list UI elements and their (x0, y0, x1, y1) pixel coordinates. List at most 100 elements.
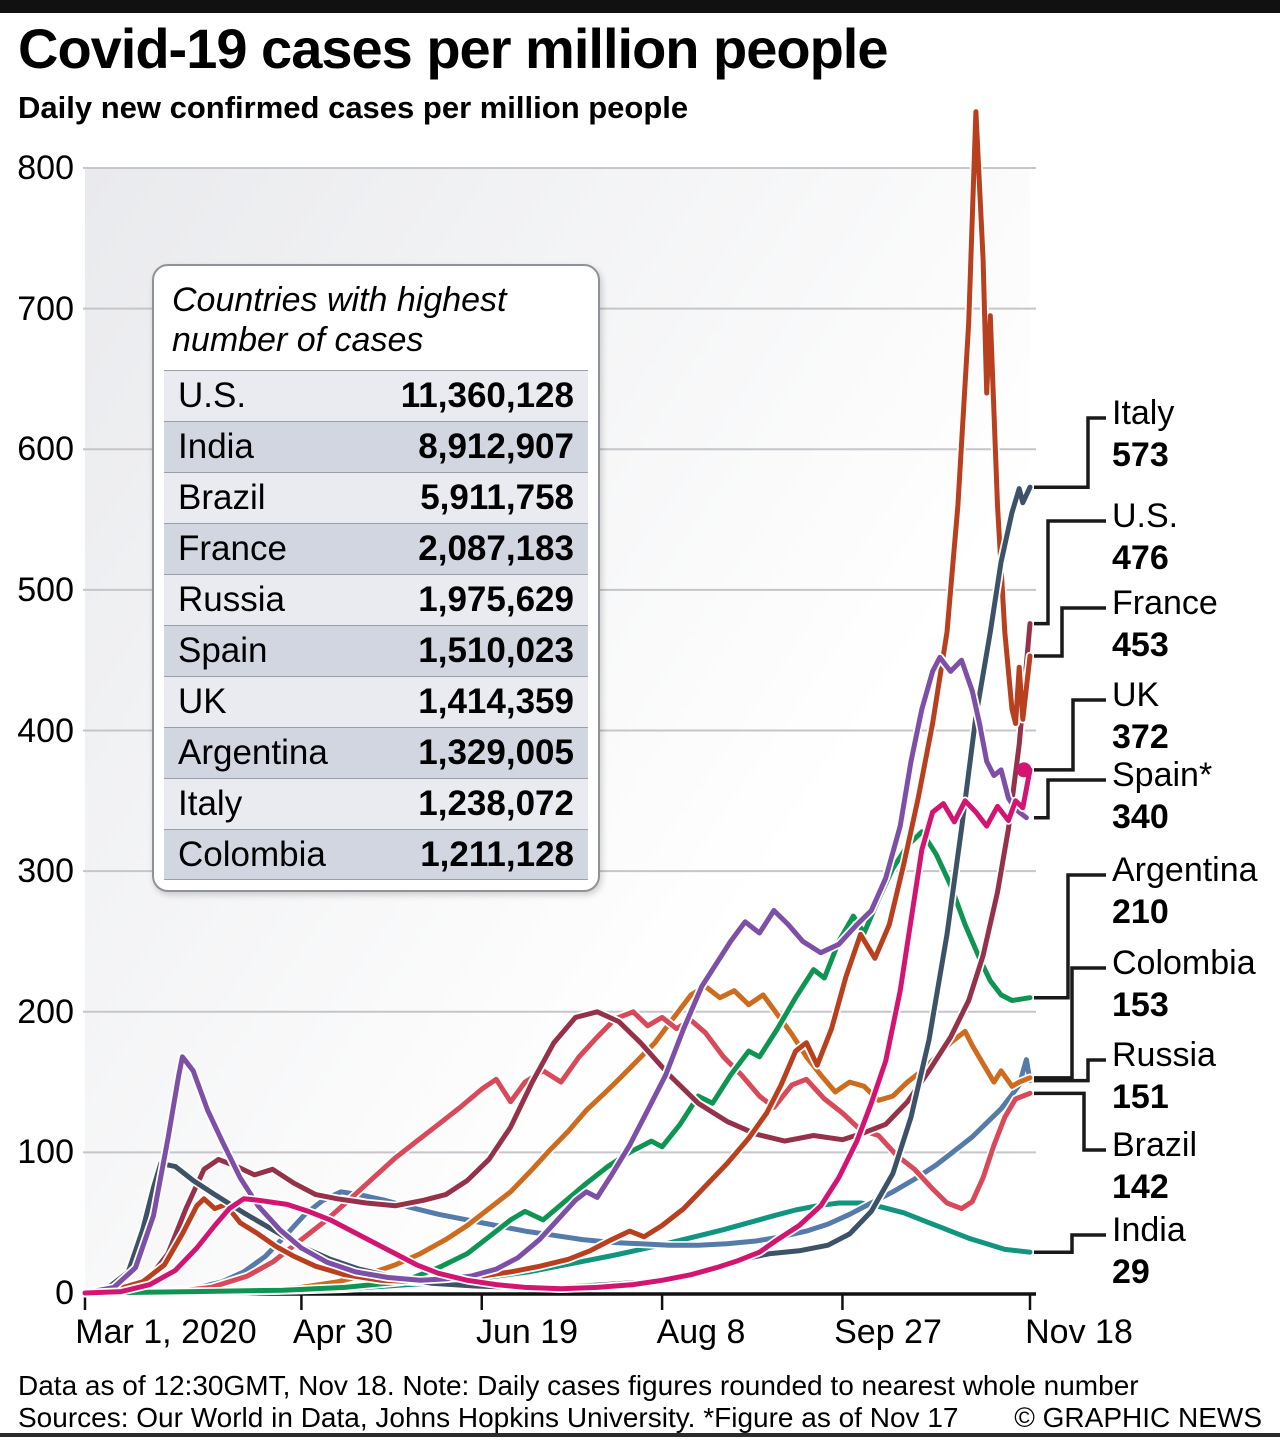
table-row: UK 1,414,359 (164, 676, 588, 727)
end-label-country: Italy (1112, 394, 1175, 432)
end-label-value: 142 (1112, 1168, 1169, 1206)
footer-sources: Sources: Our World in Data, Johns Hopkin… (18, 1402, 959, 1433)
connector-UK (1034, 698, 1106, 772)
table-country: Russia (178, 580, 285, 619)
table-row: Russia 1,975,629 (164, 574, 588, 625)
end-label-U.S.: U.S. 476 (1112, 495, 1178, 579)
table-country: Spain (178, 631, 268, 670)
end-label-country: U.S. (1112, 497, 1179, 535)
table-row: Italy 1,238,072 (164, 778, 588, 829)
x-tick-label: Apr 30 (292, 1313, 394, 1351)
table-row: Brazil 5,911,758 (164, 472, 588, 523)
end-label-value: 210 (1112, 893, 1169, 931)
connector-Brazil (1034, 1091, 1106, 1152)
end-label-value: 151 (1112, 1078, 1169, 1116)
connector-Spain* (1034, 778, 1106, 820)
end-label-Colombia: Colombia 153 (1112, 942, 1256, 1026)
end-label-value: 153 (1112, 986, 1169, 1024)
end-label-Brazil: Brazil 142 (1112, 1124, 1197, 1208)
table-cases: 8,912,907 (418, 427, 574, 466)
x-tick-label: Jun 19 (475, 1313, 579, 1351)
connector-Argentina (1034, 873, 1106, 1000)
table-country: UK (178, 682, 227, 721)
end-label-value: 476 (1112, 539, 1169, 577)
end-label-value: 372 (1112, 718, 1169, 756)
connector-India (1034, 1233, 1106, 1254)
end-label-country: Argentina (1112, 851, 1258, 889)
y-tick-label-200: 200 (17, 992, 74, 1031)
end-label-value: 573 (1112, 436, 1169, 474)
series-line-Colombia (82, 983, 1033, 1296)
x-tick-label: Mar 1, 2020 (75, 1313, 257, 1351)
end-label-country: Brazil (1112, 1126, 1198, 1164)
footer-note: Data as of 12:30GMT, Nov 18. Note: Daily… (18, 1370, 1139, 1401)
table-cases: 2,087,183 (418, 529, 574, 568)
end-label-country: Russia (1112, 1036, 1216, 1074)
end-label-country: Spain* (1112, 756, 1213, 794)
y-tick-label-300: 300 (17, 852, 74, 891)
table-title: Countries with highest number of cases (172, 281, 507, 359)
end-label-UK: UK 372 (1112, 674, 1169, 758)
table-country: U.S. (178, 376, 247, 415)
x-tick-label: Aug 8 (656, 1313, 746, 1351)
table-row: Argentina 1,329,005 (164, 727, 588, 778)
table-country: Argentina (178, 733, 328, 772)
end-label-Italy: Italy 573 (1112, 392, 1174, 476)
end-label-Spain*: Spain* 340 (1112, 754, 1212, 838)
table-country: France (178, 529, 287, 568)
table-rows: U.S. 11,360,128 India 8,912,907 Brazil 5,911,… (164, 370, 588, 880)
table-cases: 1,414,359 (418, 682, 574, 721)
connector-Russia (1034, 1058, 1106, 1083)
y-tick-label-100: 100 (17, 1133, 74, 1172)
chart-subtitle: Daily new confirmed cases per million pe… (18, 90, 689, 125)
end-label-value: 453 (1112, 626, 1169, 664)
series-line-France (82, 109, 1033, 1296)
series-line-Russia (82, 1057, 1033, 1296)
y-tick-label-800: 800 (17, 149, 74, 187)
table-country: India (178, 427, 254, 466)
highest-cases-table: Countries with highest number of cases U… (152, 264, 600, 892)
series-line-Spain (82, 654, 1029, 1296)
end-label-value: 340 (1112, 798, 1169, 836)
connector-Italy (1034, 416, 1106, 489)
table-cases: 1,975,629 (418, 580, 574, 619)
table-cases: 1,238,072 (418, 784, 574, 823)
y-tick-label-0: 0 (55, 1274, 74, 1312)
connector-Colombia (1034, 966, 1106, 1080)
top-border-bar (0, 0, 1280, 13)
series-line-Argentina (82, 829, 1033, 1296)
y-tick-label-600: 600 (17, 430, 74, 469)
table-country: Brazil (178, 478, 266, 517)
end-label-country: India (1112, 1211, 1186, 1249)
y-tick-label-700: 700 (17, 289, 74, 328)
table-cases: 1,211,128 (420, 834, 574, 874)
end-label-Argentina: Argentina 210 (1112, 849, 1258, 933)
table-row: U.S. 11,360,128 (164, 370, 588, 421)
table-row: Spain 1,510,023 (164, 625, 588, 676)
series-line-UK (82, 767, 1033, 1296)
series-line-Brazil (82, 1009, 1033, 1296)
end-label-country: Colombia (1112, 944, 1256, 982)
table-cases: 11,360,128 (400, 376, 574, 415)
x-tick-label: Nov 18 (1025, 1313, 1133, 1351)
table-cases: 1,510,023 (418, 631, 574, 670)
table-country: Colombia (178, 834, 326, 874)
connector-U.S. (1034, 519, 1106, 626)
table-row: France 2,087,183 (164, 523, 588, 574)
end-label-Russia: Russia 151 (1112, 1034, 1216, 1118)
end-label-France: France 453 (1112, 582, 1218, 666)
end-label-country: UK (1112, 676, 1160, 714)
y-tick-label-400: 400 (17, 711, 74, 750)
end-label-India: India 29 (1112, 1209, 1186, 1293)
y-tick-label-500: 500 (17, 570, 74, 609)
end-label-country: France (1112, 584, 1218, 622)
table-country: Italy (178, 784, 243, 823)
x-tick-label: Sep 27 (834, 1313, 942, 1351)
bottom-border-bar (0, 1433, 1280, 1437)
series-end-dot-UK (1016, 762, 1032, 778)
table-cases: 5,911,758 (420, 478, 574, 517)
table-row: India 8,912,907 (164, 421, 588, 472)
page-title: Covid-19 cases per million people (18, 17, 889, 80)
end-label-value: 29 (1112, 1253, 1150, 1291)
connector-France (1034, 606, 1106, 658)
